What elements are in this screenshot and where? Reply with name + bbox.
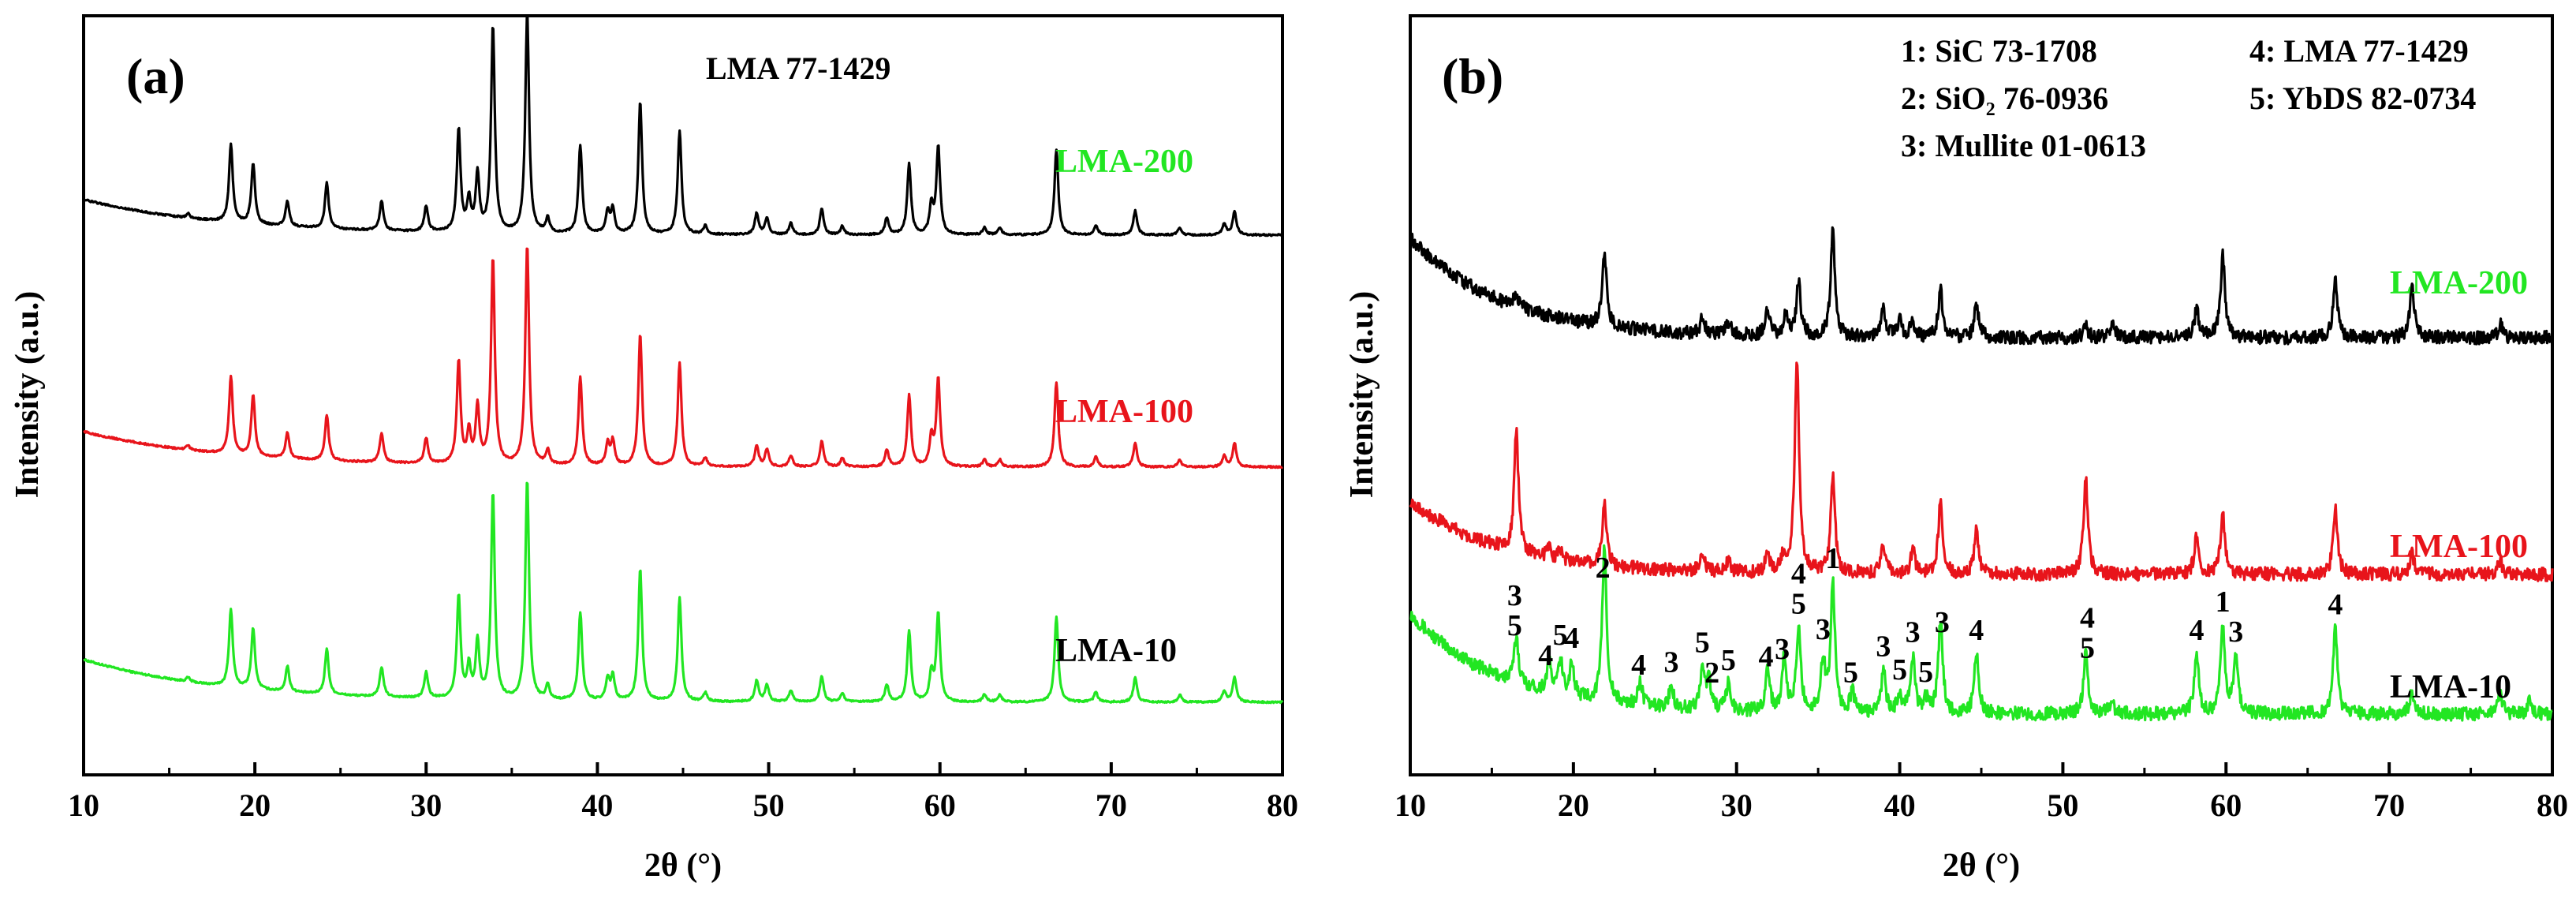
peak-label-4: 4 (1631, 649, 1646, 682)
panel-b-x-tick-label-50: 50 (2047, 787, 2078, 823)
panel-b-label-lma-100: LMA-100 (2390, 529, 2528, 565)
peak-label-5: 5 (1553, 619, 1568, 652)
legend-ybds: 5: YbDS 82-0734 (2249, 80, 2476, 116)
peak-label-3: 3 (1876, 630, 1891, 663)
panel-b-x-tick-label-40: 40 (1884, 787, 1916, 823)
peak-label-5: 5 (1843, 657, 1858, 690)
panel-b-series-lma-200 (1409, 544, 2553, 722)
panel-b-x-tick-label-80: 80 (2537, 787, 2568, 823)
panel-b-label: (b) (1442, 48, 1503, 104)
panel-a-x-tick-label-70: 70 (1096, 787, 1127, 823)
legend-mullite: 3: Mullite 01-0613 (1901, 128, 2146, 163)
panel-a-curves (82, 16, 1284, 705)
panel-b-x-tick-label-20: 20 (1558, 787, 1589, 823)
panel-a-chart: 10 20 30 40 50 60 70 80 (a) LMA 77-1429 LMA-200… (9, 14, 1298, 884)
panel-a-y-axis-label: Intensity (a.u.) (9, 291, 46, 499)
panel-b-x-ticks: 10 20 30 40 50 60 70 80 (1394, 762, 2568, 823)
panel-b-label-lma-200: LMA-200 (2390, 265, 2528, 301)
peak-label-4: 4 (1564, 622, 1579, 655)
peak-label-3: 3 (1816, 613, 1831, 646)
peak-label-1: 1 (1825, 542, 1840, 575)
panel-b-x-axis-label: 2θ (°) (1943, 847, 2020, 884)
panel-a-x-tick-label-30: 30 (410, 787, 442, 823)
peak-label-1: 1 (2216, 585, 2231, 619)
panel-a-x-tick-label-10: 10 (68, 787, 99, 823)
peak-label-2: 2 (1704, 657, 1719, 690)
peak-label-5: 5 (2080, 631, 2095, 664)
peak-label-3: 3 (1935, 606, 1950, 639)
panel-b-y-axis-label: Intensity (a.u.) (1344, 291, 1380, 499)
panel-b-legend: 1: SiC 73-1708 2: SiO₂ 76-0936 3: Mullit… (1901, 33, 2476, 163)
panel-b-x-tick-label-70: 70 (2373, 787, 2405, 823)
panel-a-x-tick-label-40: 40 (581, 787, 613, 823)
panel-a-label-lma-200: LMA-200 (1055, 144, 1193, 180)
panel-b-curves (1409, 226, 2554, 722)
peak-label-4: 4 (1791, 557, 1806, 590)
peak-label-3: 3 (1775, 633, 1790, 666)
panel-a-x-ticks: 10 20 30 40 50 60 70 80 (68, 762, 1298, 823)
peak-label-3: 3 (1906, 616, 1921, 649)
peak-label-4: 4 (2080, 601, 2095, 634)
peak-label-5: 5 (1507, 609, 1522, 642)
peak-label-3: 3 (1507, 579, 1522, 612)
peak-label-5: 5 (1791, 587, 1806, 620)
panel-a-x-tick-label-20: 20 (239, 787, 271, 823)
peak-label-4: 4 (1969, 614, 1984, 647)
panel-b-x-tick-label-30: 30 (1721, 787, 1753, 823)
peak-label-3: 3 (1663, 645, 1678, 679)
peak-label-3: 3 (2228, 615, 2243, 649)
panel-a-label: (a) (126, 48, 185, 104)
panel-b-x-tick-label-60: 60 (2210, 787, 2242, 823)
panel-b-x-tick-label-10: 10 (1394, 787, 1426, 823)
peak-label-4: 4 (1538, 639, 1553, 672)
peak-label-5: 5 (1918, 656, 1933, 689)
peak-label-2: 2 (1596, 552, 1611, 585)
panel-a-x-axis-label: 2θ (°) (644, 847, 722, 884)
legend-sio2: 2: SiO₂ 76-0936 (1901, 80, 2108, 116)
peak-label-4: 4 (1758, 640, 1773, 673)
panel-a-reference-label: LMA 77-1429 (706, 51, 890, 86)
panel-b-series-lma-100 (1409, 361, 2554, 582)
panel-a-series-lma-100 (83, 247, 1283, 469)
panel-a-x-tick-label-80: 80 (1267, 787, 1298, 823)
peak-label-4: 4 (2190, 614, 2205, 647)
panel-a-label-lma-10: LMA-10 (1055, 633, 1177, 669)
panel-a-x-tick-label-50: 50 (753, 787, 785, 823)
panel-a-series-lma-200 (83, 481, 1284, 705)
peak-label-5: 5 (1721, 644, 1736, 677)
peak-label-4: 4 (2328, 588, 2343, 621)
panel-a-series-lma-10 (82, 16, 1283, 238)
panel-b-series-lma-10 (1409, 226, 2554, 346)
legend-lma: 4: LMA 77-1429 (2249, 33, 2469, 69)
peak-label-5: 5 (1695, 627, 1710, 660)
peak-label-5: 5 (1892, 653, 1907, 686)
panel-a-x-tick-label-60: 60 (924, 787, 956, 823)
legend-sic: 1: SiC 73-1708 (1901, 33, 2097, 69)
panel-b-label-lma-10: LMA-10 (2390, 669, 2511, 705)
panel-a-label-lma-100: LMA-100 (1055, 394, 1193, 430)
